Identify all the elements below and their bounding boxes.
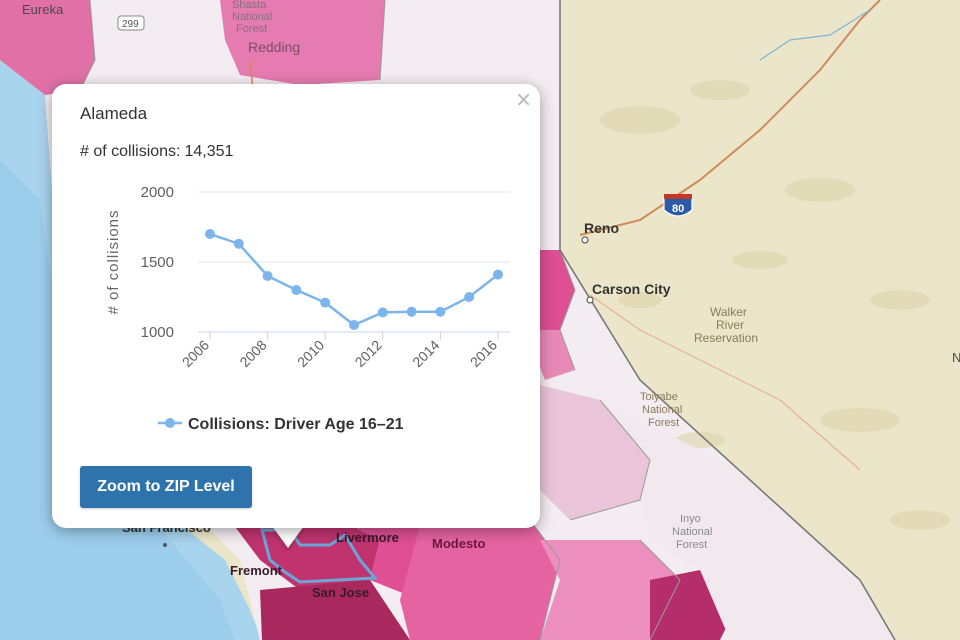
collision-count: # of collisions: 14,351 <box>80 143 233 161</box>
popup-pointer <box>272 526 304 548</box>
label-interstate-80: 80 <box>672 203 684 215</box>
label-toiyabe: Toiyabe <box>640 391 678 403</box>
data-point <box>291 285 302 295</box>
county-central-1 <box>520 380 650 520</box>
label-carson-city: Carson City <box>592 281 671 297</box>
data-point <box>262 271 273 281</box>
label-walker-2: River <box>716 318 744 332</box>
label-inyo-2: National <box>672 526 712 538</box>
nevada-region <box>560 0 960 640</box>
highway-80 <box>579 0 881 236</box>
label-toiyabe-2: National <box>642 404 682 416</box>
popup-title: Alameda <box>80 104 148 123</box>
data-point <box>349 320 359 330</box>
label-shasta-forest: Shasta <box>232 0 267 11</box>
label-shasta-forest-3: Forest <box>236 23 267 35</box>
x-tick-label: 2010 <box>294 337 327 370</box>
data-point <box>435 306 446 317</box>
collisions-chart: 1000 1500 2000 2006 2008 2010 2012 2014 2016 # of… <box>105 184 510 433</box>
x-tick-label: 2006 <box>179 337 212 370</box>
label-walker-3: Reservation <box>694 331 758 345</box>
route-299-shield <box>117 15 145 31</box>
y-axis-title: # of collisions <box>105 209 122 314</box>
county-south-2 <box>540 540 680 640</box>
county-east-2 <box>535 330 575 380</box>
label-edge-n: N <box>952 350 960 365</box>
collision-count-value: 14,351 <box>184 143 234 160</box>
y-tick-label: 2000 <box>141 184 174 201</box>
data-point <box>320 297 331 308</box>
y-tick-label: 1000 <box>141 324 174 341</box>
carson-marker <box>586 296 594 304</box>
legend-marker <box>165 418 175 428</box>
label-eureka: Eureka <box>22 2 64 17</box>
highway-2 <box>589 294 861 471</box>
data-point <box>205 229 215 239</box>
label-inyo-3: Forest <box>676 539 707 551</box>
series-line <box>209 232 499 327</box>
x-tick-label: 2008 <box>236 337 269 370</box>
county-shasta <box>220 0 385 85</box>
x-tick-label: 2016 <box>467 337 500 370</box>
label-toiyabe-3: Forest <box>648 417 679 429</box>
county-bay-1 <box>230 515 380 590</box>
county-east-1 <box>540 250 575 330</box>
state-border <box>559 0 896 640</box>
county-borders <box>79 0 681 640</box>
county-northwest <box>0 0 95 95</box>
legend-label: Collisions: Driver Age 16–21 <box>188 416 404 433</box>
label-redding: Redding <box>248 39 300 55</box>
data-point <box>464 292 475 302</box>
y-tick-label: 1500 <box>141 254 174 271</box>
county-south-1 <box>260 580 410 640</box>
label-livermore: Livermore <box>336 530 399 545</box>
interstate-shield-top <box>664 194 692 199</box>
data-point <box>377 307 388 318</box>
county-inyo <box>600 400 895 640</box>
data-point <box>406 306 417 317</box>
zoom-to-zip-button[interactable]: Zoom to ZIP Level <box>80 466 252 508</box>
label-fremont: Fremont <box>230 563 283 578</box>
label-route-299: 299 <box>122 19 139 30</box>
label-shasta-forest-2: National <box>232 11 272 23</box>
close-icon[interactable]: × <box>515 87 532 111</box>
river <box>759 9 871 61</box>
label-san-jose: San Jose <box>312 585 369 600</box>
interstate-80-shield <box>663 195 693 217</box>
label-reno: Reno <box>584 220 619 236</box>
x-tick-label: 2014 <box>409 337 442 370</box>
label-modesto: Modesto <box>432 536 486 551</box>
label-inyo: Inyo <box>680 513 701 525</box>
county-popup: × Alameda # of collisions: 14,351 1000 150… <box>52 84 540 528</box>
reno-marker <box>581 236 589 244</box>
label-walker: Walker <box>710 305 747 319</box>
x-tick-label: 2012 <box>352 337 385 370</box>
sf-marker <box>163 543 167 547</box>
collision-count-label: # of collisions: <box>80 143 181 160</box>
data-point <box>233 238 244 249</box>
county-bay-3 <box>400 520 560 640</box>
data-point <box>493 269 503 280</box>
